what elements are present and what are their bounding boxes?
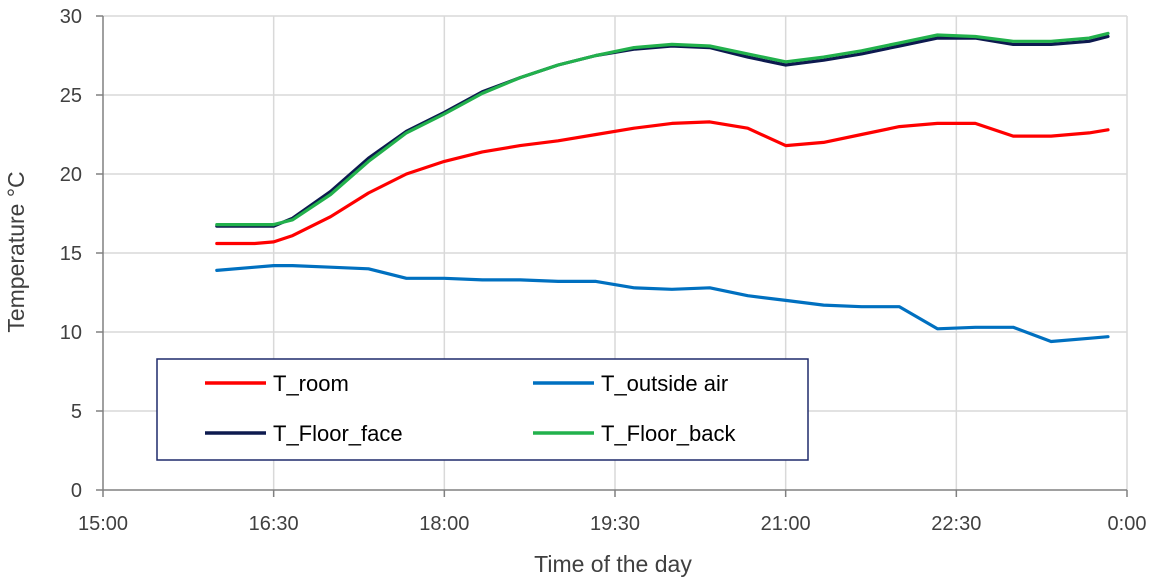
series-line-t-outside-air [215,264,1110,344]
series-line-t-room [215,120,1110,246]
x-tick-label: 15:00 [78,513,128,535]
x-tick-label: 19:30 [590,513,640,535]
x-axis-title: Time of the day [534,551,692,577]
x-tick-label: 16:30 [249,513,299,535]
axes [96,15,1128,497]
tick-labels: 15:00 16:30 18:00 19:30 21:00 22:30 0:00 0 5 10 15… [60,6,1147,535]
y-tick-label: 25 [60,85,82,107]
legend-label-t-floor-back: T_Floor_back [601,421,737,446]
series-lines [215,31,1110,344]
y-tick-label: 30 [60,6,82,28]
legend-label-t-room: T_room [273,371,349,396]
legend-label-t-outside-air: T_outside air [601,371,728,396]
y-axis-title: Temperature °C [3,171,29,332]
y-tick-label: 20 [60,164,82,186]
y-tick-label: 10 [60,322,82,344]
x-tick-label: 21:00 [761,513,811,535]
series-line-t-floor-back [215,31,1110,227]
y-tick-label: 5 [71,401,82,423]
legend-box [156,358,809,461]
x-tick-label: 18:00 [419,513,469,535]
legend: T_room T_outside air T_Floor_face T_Floor_b… [156,358,809,461]
legend-label-t-floor-face: T_Floor_face [273,421,403,446]
y-tick-label: 0 [71,480,82,502]
y-tick-label: 15 [60,243,82,265]
x-tick-label: 0:00 [1108,513,1147,535]
x-tick-label: 22:30 [931,513,981,535]
